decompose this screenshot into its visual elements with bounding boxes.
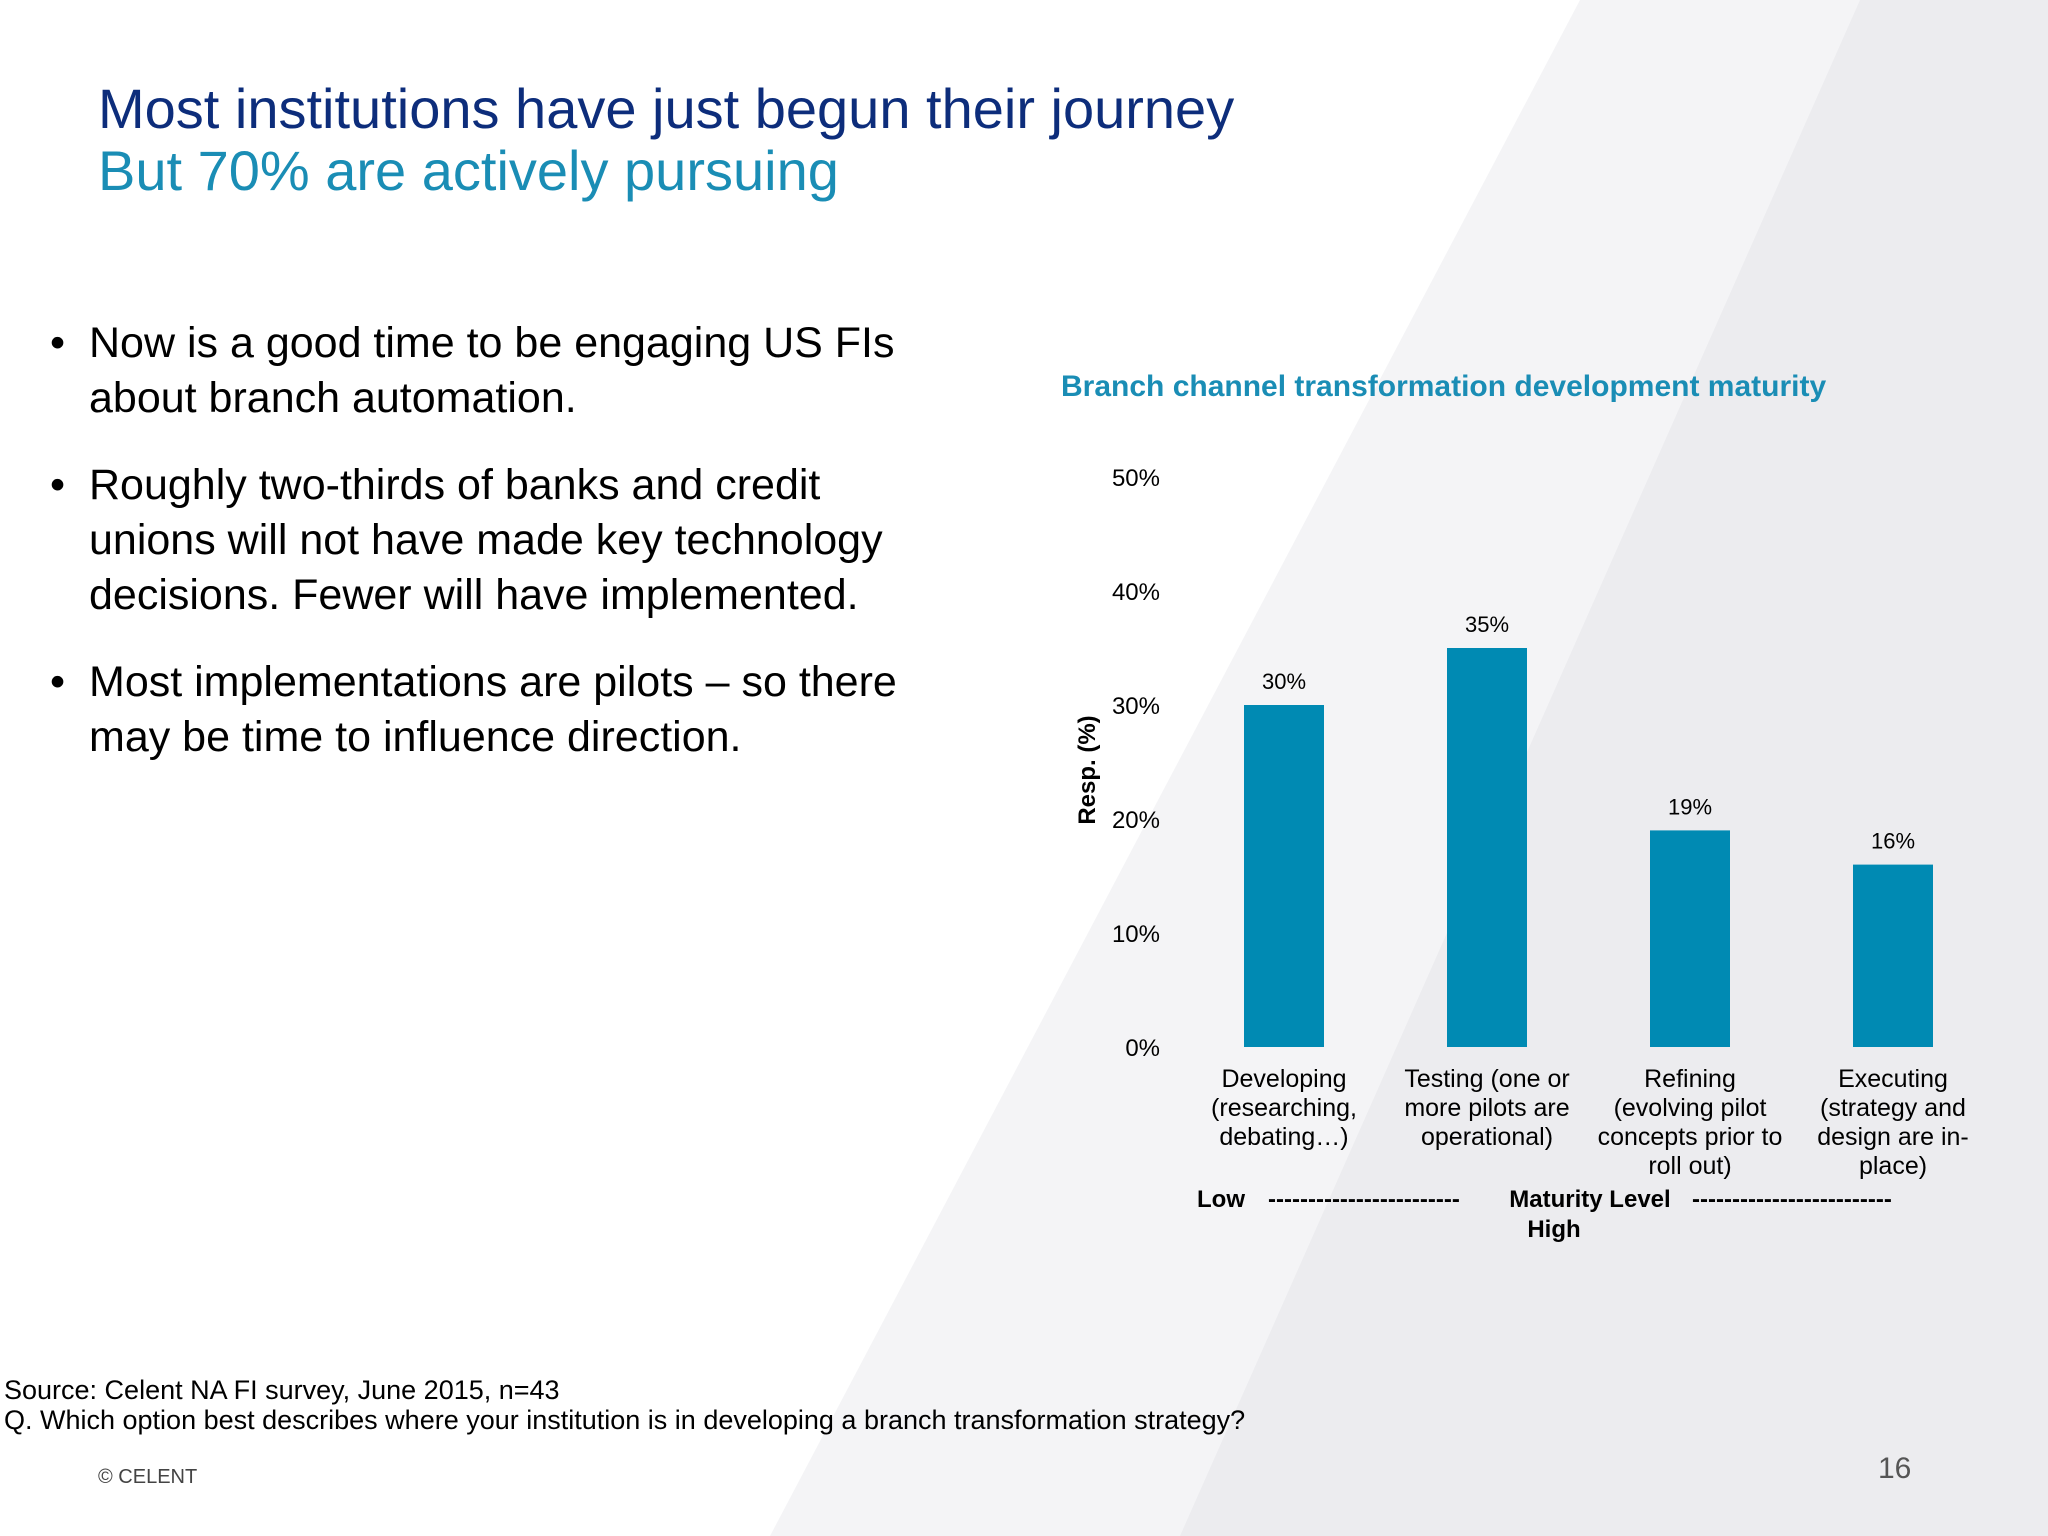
category-label-line: roll out) bbox=[1648, 1152, 1731, 1180]
bullet-line: Now is a good time to be engaging US FIs bbox=[89, 319, 895, 367]
category-label-line: place) bbox=[1859, 1152, 1927, 1180]
slide-title: Most institutions have just begun their … bbox=[98, 77, 1235, 140]
bar bbox=[1853, 864, 1933, 1047]
bar-chart: 0%10%20%30%40%50%Resp. (%)30%Developing(… bbox=[1074, 465, 1969, 1243]
y-tick-label: 50% bbox=[1112, 465, 1160, 492]
y-axis-label: Resp. (%) bbox=[1074, 715, 1101, 824]
y-tick-label: 40% bbox=[1112, 579, 1160, 606]
category-label-line: more pilots are bbox=[1404, 1094, 1569, 1122]
x-axis-dashes-left: ------------------------ bbox=[1268, 1186, 1460, 1213]
slide-subtitle: But 70% are actively pursuing bbox=[98, 139, 839, 202]
bullet-item: • Now is a good time to be engaging US F… bbox=[40, 316, 980, 426]
page-number: 16 bbox=[1878, 1452, 1912, 1485]
category-label-line: Developing bbox=[1221, 1065, 1346, 1093]
bullet-line: may be time to influence direction. bbox=[89, 713, 742, 761]
y-tick-label: 10% bbox=[1112, 921, 1160, 948]
category-label-line: concepts prior to bbox=[1598, 1123, 1783, 1151]
bullet-line: decisions. Fewer will have implemented. bbox=[89, 571, 859, 619]
bullet-symbol: • bbox=[50, 461, 66, 509]
source-line: Source: Celent NA FI survey, June 2015, … bbox=[4, 1375, 560, 1405]
category-label: Refining (evolving pilot concepts prior to… bbox=[1598, 1065, 1783, 1180]
source-note: Source: Celent NA FI survey, June 2015, … bbox=[4, 1375, 1245, 1435]
y-tick-label: 0% bbox=[1125, 1035, 1160, 1062]
category-label-line: (evolving pilot bbox=[1614, 1094, 1767, 1122]
category-label-line: (strategy and bbox=[1820, 1094, 1966, 1122]
category-label: Developing (researching, debating…) bbox=[1211, 1065, 1357, 1151]
bar bbox=[1447, 648, 1527, 1047]
bullet-symbol: • bbox=[50, 658, 66, 706]
copyright: © CELENT bbox=[98, 1466, 198, 1488]
y-tick-label: 30% bbox=[1112, 693, 1160, 720]
y-tick-label: 20% bbox=[1112, 807, 1160, 834]
bullet-line: unions will not have made key technology bbox=[89, 516, 883, 564]
bullet-item: • Roughly two-thirds of banks and credit… bbox=[40, 458, 980, 623]
category-label-line: Executing bbox=[1838, 1065, 1948, 1093]
x-axis-title: Maturity Level bbox=[1509, 1186, 1670, 1213]
bullet-item: • Most implementations are pilots – so t… bbox=[40, 655, 980, 765]
bar bbox=[1650, 830, 1730, 1047]
category-label-line: operational) bbox=[1421, 1123, 1553, 1151]
x-axis-low-label: Low bbox=[1197, 1186, 1245, 1213]
bullet-symbol: • bbox=[50, 319, 66, 367]
bullet-line: Roughly two-thirds of banks and credit bbox=[89, 461, 821, 509]
category-label-line: Refining bbox=[1644, 1065, 1736, 1093]
data-label: 16% bbox=[1871, 829, 1915, 854]
bullet-list: • Now is a good time to be engaging US F… bbox=[40, 316, 980, 797]
category-label: Testing (one or more pilots are operationa… bbox=[1404, 1065, 1569, 1151]
bar bbox=[1244, 705, 1324, 1047]
x-axis-high-label: High bbox=[1527, 1216, 1580, 1243]
data-label: 19% bbox=[1668, 794, 1712, 819]
category-label-line: design are in- bbox=[1817, 1123, 1968, 1151]
data-label: 30% bbox=[1262, 669, 1306, 694]
x-axis-dashes-right: ------------------------- bbox=[1692, 1186, 1892, 1213]
bullet-line: about branch automation. bbox=[89, 374, 577, 422]
category-label-line: Testing (one or bbox=[1404, 1065, 1569, 1093]
question-line: Q. Which option best describes where you… bbox=[4, 1405, 1246, 1435]
category-label-line: debating…) bbox=[1219, 1123, 1348, 1151]
chart-title: Branch channel transformation developmen… bbox=[1061, 370, 1827, 403]
category-label-line: (researching, bbox=[1211, 1094, 1357, 1122]
bullet-line: Most implementations are pilots – so the… bbox=[89, 658, 897, 706]
data-label: 35% bbox=[1465, 612, 1509, 637]
category-label: Executing (strategy and design are in-plac… bbox=[1817, 1065, 1968, 1180]
